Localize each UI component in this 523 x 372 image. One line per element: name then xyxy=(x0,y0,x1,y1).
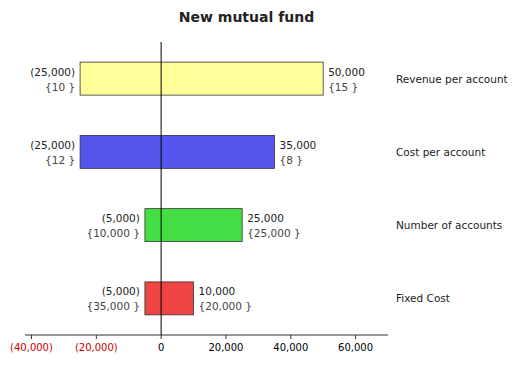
tick xyxy=(161,335,162,339)
high-input: {8 } xyxy=(280,154,303,166)
high-label: 10,000 xyxy=(199,285,236,297)
tick-label: 40,000 xyxy=(273,342,308,353)
tick-label: 60,000 xyxy=(338,342,373,353)
low-input: {10 } xyxy=(45,81,75,93)
low-input: {35,000 } xyxy=(86,300,139,312)
category-label: Fixed Cost xyxy=(396,292,450,304)
high-label: 35,000 xyxy=(280,139,317,151)
background xyxy=(0,0,523,372)
tick-label: 0 xyxy=(158,342,164,353)
tick xyxy=(96,335,97,339)
category-label: Number of accounts xyxy=(396,219,502,231)
bars xyxy=(80,62,323,315)
low-label: (5,000) xyxy=(102,285,140,297)
category-label: Revenue per account xyxy=(396,73,508,85)
low-label: (25,000) xyxy=(30,139,75,151)
tick xyxy=(290,335,291,339)
bar xyxy=(80,135,274,168)
low-input: {12 } xyxy=(45,154,75,166)
bar xyxy=(145,282,194,315)
tick-label: 20,000 xyxy=(208,342,243,353)
low-label: (25,000) xyxy=(30,66,75,78)
low-input: {10,000 } xyxy=(86,227,139,239)
tick-label: (40,000) xyxy=(10,342,53,353)
title: New mutual fund xyxy=(179,9,314,25)
high-input: {25,000 } xyxy=(247,227,300,239)
axis-line xyxy=(25,335,388,336)
tick xyxy=(31,335,32,339)
high-label: 50,000 xyxy=(328,66,365,78)
bar xyxy=(80,62,323,95)
high-label: 25,000 xyxy=(247,212,284,224)
x-axis: (40,000) (20,000) 0 20,000 40,000 60,000 xyxy=(10,335,388,353)
tick-label: (20,000) xyxy=(75,342,118,353)
low-label: (5,000) xyxy=(102,212,140,224)
bar xyxy=(145,209,242,242)
high-input: {20,000 } xyxy=(199,300,252,312)
high-input: {15 } xyxy=(328,81,358,93)
tick xyxy=(355,335,356,339)
labels: (25,000) {10 } 50,000 {15 } Revenue per acco… xyxy=(30,66,508,313)
category-label: Cost per account xyxy=(396,146,485,158)
tick xyxy=(225,335,226,339)
zero-line xyxy=(161,42,162,335)
chart: New mutual fund (25,000) {10 } 50,000 {15 } R… xyxy=(0,0,523,372)
